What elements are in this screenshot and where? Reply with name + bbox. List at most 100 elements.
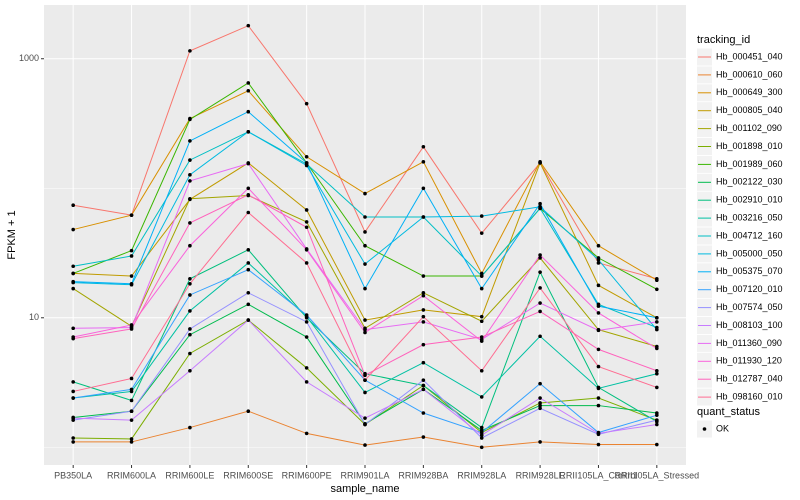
data-point (655, 315, 659, 320)
legend-label: Hb_002122_030 (716, 177, 783, 187)
data-point (538, 440, 542, 444)
data-point (596, 347, 601, 352)
data-point (246, 193, 251, 197)
legend-label: OK (716, 423, 729, 433)
data-point (655, 442, 659, 447)
data-point (538, 406, 542, 411)
data-point (304, 313, 309, 317)
y-axis-title: FPKM + 1 (6, 210, 18, 259)
data-point (479, 436, 484, 440)
data-point (363, 191, 367, 196)
data-point (246, 318, 251, 322)
data-point (363, 416, 367, 420)
x-tick-label: RRIM600PE (282, 470, 332, 480)
data-point (304, 154, 309, 159)
data-point (71, 336, 75, 341)
data-point (596, 364, 601, 369)
y-tick-label: 10 (29, 312, 39, 322)
data-point (71, 279, 75, 284)
data-point (188, 49, 192, 53)
data-point (363, 327, 367, 332)
data-point (246, 161, 251, 166)
data-point (304, 247, 309, 252)
data-point (129, 387, 134, 392)
data-point (71, 203, 75, 208)
data-point (421, 308, 426, 312)
data-point (188, 425, 192, 430)
x-tick-label: RRIM928LA (457, 470, 506, 480)
data-point (71, 436, 75, 440)
data-point (479, 274, 484, 278)
legend-label: Hb_007120_010 (716, 284, 783, 294)
data-point (479, 271, 484, 276)
data-point (421, 360, 426, 365)
data-point (246, 302, 251, 307)
data-point (363, 390, 367, 395)
data-point (188, 309, 192, 313)
data-point (421, 144, 426, 149)
data-point (479, 445, 484, 450)
data-point (71, 416, 75, 420)
data-point (363, 286, 367, 291)
data-point (479, 319, 484, 324)
data-point (71, 264, 75, 269)
data-point (246, 23, 251, 28)
data-point (246, 81, 251, 85)
legend-label: Hb_001989_060 (716, 159, 783, 169)
data-point (655, 278, 659, 283)
data-point (596, 396, 601, 400)
data-point (188, 276, 192, 281)
data-point (596, 328, 601, 333)
data-point (363, 443, 367, 447)
data-point (596, 258, 601, 262)
data-point (538, 204, 542, 209)
legend-label: Hb_011360_090 (716, 338, 782, 348)
data-point (71, 389, 75, 394)
data-point (421, 274, 426, 278)
data-point (421, 293, 426, 298)
data-point (538, 301, 542, 305)
data-point (129, 376, 134, 381)
data-point (129, 327, 134, 331)
data-point (188, 173, 192, 177)
x-tick-label: PB350LA (54, 470, 92, 480)
data-point (655, 422, 659, 427)
data-point (655, 385, 659, 390)
legend-label: Hb_012787_040 (716, 374, 783, 384)
data-point (596, 431, 601, 436)
legend-label: Hb_001102_090 (716, 123, 782, 133)
data-point (363, 262, 367, 266)
data-point (304, 208, 309, 212)
data-point (71, 271, 75, 276)
x-tick-label: RRIM928LE (516, 470, 565, 480)
data-point (188, 117, 192, 122)
data-point (421, 383, 426, 388)
data-point (304, 380, 309, 384)
data-point (538, 309, 542, 314)
data-point (188, 158, 192, 162)
data-point (479, 286, 484, 291)
data-point (538, 334, 542, 339)
data-point (596, 311, 601, 315)
legend-label: Hb_000649_300 (716, 87, 783, 97)
data-point (421, 342, 426, 347)
data-point (246, 267, 251, 272)
data-point (188, 139, 192, 143)
data-point (129, 254, 134, 258)
data-point (363, 373, 367, 378)
data-point (479, 433, 484, 437)
data-point (596, 442, 601, 447)
legend-point (702, 427, 707, 431)
legend-label: Hb_005375_070 (716, 266, 783, 276)
data-point (363, 330, 367, 335)
data-point (304, 163, 309, 168)
legend-label: Hb_000805_040 (716, 105, 783, 115)
data-point (304, 261, 309, 265)
data-point (304, 220, 309, 224)
data-point (71, 326, 75, 331)
data-point (655, 371, 659, 376)
data-point (71, 380, 75, 384)
data-point (421, 314, 426, 319)
data-point (596, 403, 601, 408)
